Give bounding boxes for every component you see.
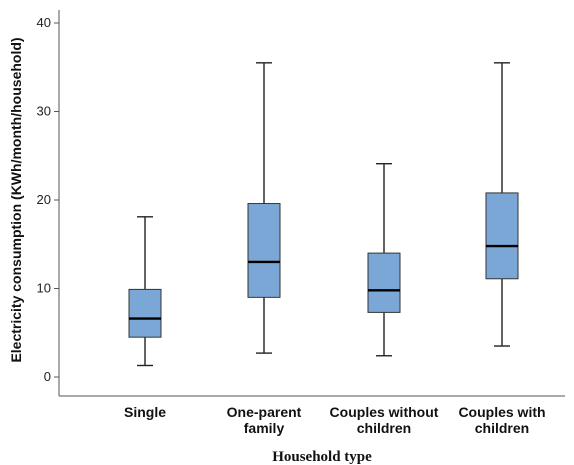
y-tick-label: 30 [37,104,51,119]
y-tick-label: 0 [44,369,51,384]
iqr-box [247,203,281,298]
box-2 [247,62,281,354]
y-tick-label: 10 [37,281,51,296]
box-3 [367,163,401,357]
box-1 [128,216,162,367]
x-category-label: children [475,420,529,436]
iqr-box [367,252,401,313]
iqr-box [128,288,162,338]
y-axis-title: Electricity consumption (KWh/month/house… [8,37,24,362]
y-tick-label: 20 [37,192,51,207]
x-category-label: children [357,420,411,436]
axes: 0 10 20 30 40 [37,10,565,397]
x-category-label: Single [124,404,166,420]
iqr-box [485,192,519,280]
x-category-label: family [244,420,285,436]
x-category-label: Couples with [458,404,545,420]
x-axis-title: Household type [272,449,372,465]
x-category-label: One-parent [227,404,302,420]
x-category-label: Couples without [330,404,439,420]
y-tick-label: 40 [37,15,51,30]
box-4 [485,62,519,347]
boxes-group [128,62,519,367]
